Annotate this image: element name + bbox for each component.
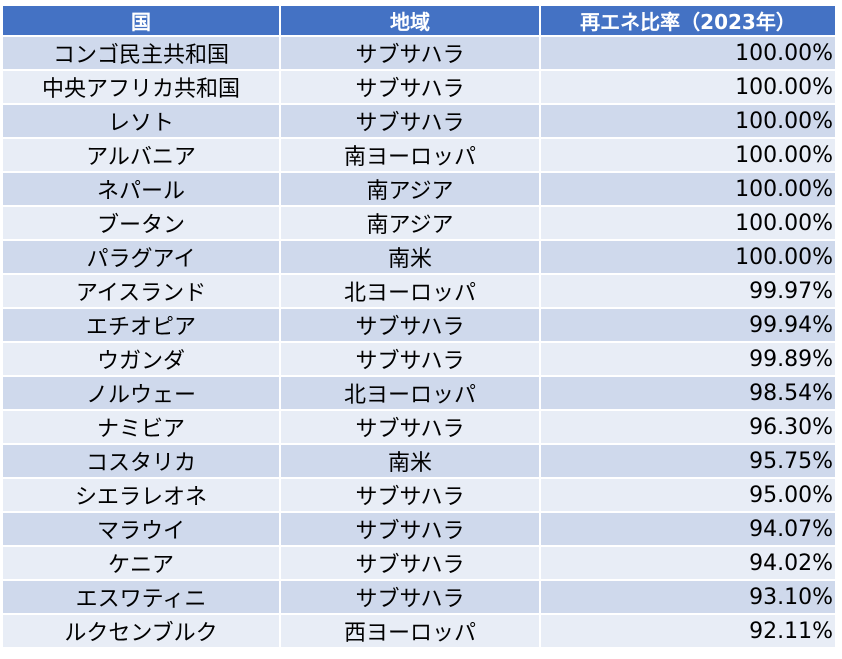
country-cell: アイスランド — [3, 275, 279, 307]
region-cell: 北ヨーロッパ — [281, 275, 539, 307]
region-cell: 南米 — [281, 445, 539, 477]
ratio-cell: 100.00% — [541, 105, 835, 137]
country-cell: エチオピア — [3, 309, 279, 341]
region-cell: サブサハラ — [281, 309, 539, 341]
region-cell: サブサハラ — [281, 411, 539, 443]
ratio-cell: 99.94% — [541, 309, 835, 341]
ratio-cell: 98.54% — [541, 377, 835, 409]
country-cell: レソト — [3, 105, 279, 137]
table-row: ナミビア サブサハラ 96.30% — [3, 411, 835, 443]
country-cell: ブータン — [3, 207, 279, 239]
table-row: パラグアイ 南米 100.00% — [3, 241, 835, 273]
table-row: ケニア サブサハラ 94.02% — [3, 547, 835, 579]
region-cell: サブサハラ — [281, 37, 539, 69]
region-cell: 南アジア — [281, 173, 539, 205]
table-row: ノルウェー 北ヨーロッパ 98.54% — [3, 377, 835, 409]
ratio-cell: 95.00% — [541, 479, 835, 511]
table-row: ウガンダ サブサハラ 99.89% — [3, 343, 835, 375]
region-cell: 南ヨーロッパ — [281, 139, 539, 171]
region-cell: 南アジア — [281, 207, 539, 239]
header-ratio: 再エネ比率（2023年） — [541, 6, 835, 35]
ratio-cell: 99.89% — [541, 343, 835, 375]
ratio-cell: 99.97% — [541, 275, 835, 307]
table-row: ルクセンブルク 西ヨーロッパ 92.11% — [3, 615, 835, 647]
table-row: コンゴ民主共和国 サブサハラ 100.00% — [3, 37, 835, 69]
table-row: シエラレオネ サブサハラ 95.00% — [3, 479, 835, 511]
ratio-cell: 100.00% — [541, 139, 835, 171]
country-cell: ウガンダ — [3, 343, 279, 375]
renewable-ratio-table: 国 地域 再エネ比率（2023年） コンゴ民主共和国 サブサハラ 100.00% 中央… — [1, 4, 837, 649]
table-row: ネパール 南アジア 100.00% — [3, 173, 835, 205]
table-row: マラウイ サブサハラ 94.07% — [3, 513, 835, 545]
table-row: エチオピア サブサハラ 99.94% — [3, 309, 835, 341]
table-body: コンゴ民主共和国 サブサハラ 100.00% 中央アフリカ共和国 サブサハラ 100.00… — [3, 37, 835, 647]
region-cell: 西ヨーロッパ — [281, 615, 539, 647]
region-cell: 北ヨーロッパ — [281, 377, 539, 409]
country-cell: ノルウェー — [3, 377, 279, 409]
ratio-cell: 100.00% — [541, 173, 835, 205]
region-cell: サブサハラ — [281, 547, 539, 579]
table-row: エスワティニ サブサハラ 93.10% — [3, 581, 835, 613]
ratio-cell: 92.11% — [541, 615, 835, 647]
country-cell: ネパール — [3, 173, 279, 205]
country-cell: エスワティニ — [3, 581, 279, 613]
table-row: ブータン 南アジア 100.00% — [3, 207, 835, 239]
table-row: レソト サブサハラ 100.00% — [3, 105, 835, 137]
country-cell: パラグアイ — [3, 241, 279, 273]
header-row: 国 地域 再エネ比率（2023年） — [3, 6, 835, 35]
country-cell: ルクセンブルク — [3, 615, 279, 647]
ratio-cell: 100.00% — [541, 37, 835, 69]
table-row: コスタリカ 南米 95.75% — [3, 445, 835, 477]
region-cell: サブサハラ — [281, 581, 539, 613]
country-cell: コスタリカ — [3, 445, 279, 477]
table-row: アイスランド 北ヨーロッパ 99.97% — [3, 275, 835, 307]
country-cell: シエラレオネ — [3, 479, 279, 511]
country-cell: アルバニア — [3, 139, 279, 171]
country-cell: ケニア — [3, 547, 279, 579]
region-cell: サブサハラ — [281, 105, 539, 137]
ratio-cell: 93.10% — [541, 581, 835, 613]
header-country: 国 — [3, 6, 279, 35]
ratio-cell: 100.00% — [541, 241, 835, 273]
ratio-cell: 100.00% — [541, 71, 835, 103]
ratio-cell: 100.00% — [541, 207, 835, 239]
table-row: 中央アフリカ共和国 サブサハラ 100.00% — [3, 71, 835, 103]
ratio-cell: 96.30% — [541, 411, 835, 443]
ratio-cell: 94.02% — [541, 547, 835, 579]
ratio-cell: 94.07% — [541, 513, 835, 545]
ratio-cell: 95.75% — [541, 445, 835, 477]
region-cell: サブサハラ — [281, 479, 539, 511]
region-cell: 南米 — [281, 241, 539, 273]
region-cell: サブサハラ — [281, 71, 539, 103]
region-cell: サブサハラ — [281, 343, 539, 375]
country-cell: ナミビア — [3, 411, 279, 443]
header-region: 地域 — [281, 6, 539, 35]
country-cell: コンゴ民主共和国 — [3, 37, 279, 69]
table-row: アルバニア 南ヨーロッパ 100.00% — [3, 139, 835, 171]
region-cell: サブサハラ — [281, 513, 539, 545]
country-cell: マラウイ — [3, 513, 279, 545]
country-cell: 中央アフリカ共和国 — [3, 71, 279, 103]
